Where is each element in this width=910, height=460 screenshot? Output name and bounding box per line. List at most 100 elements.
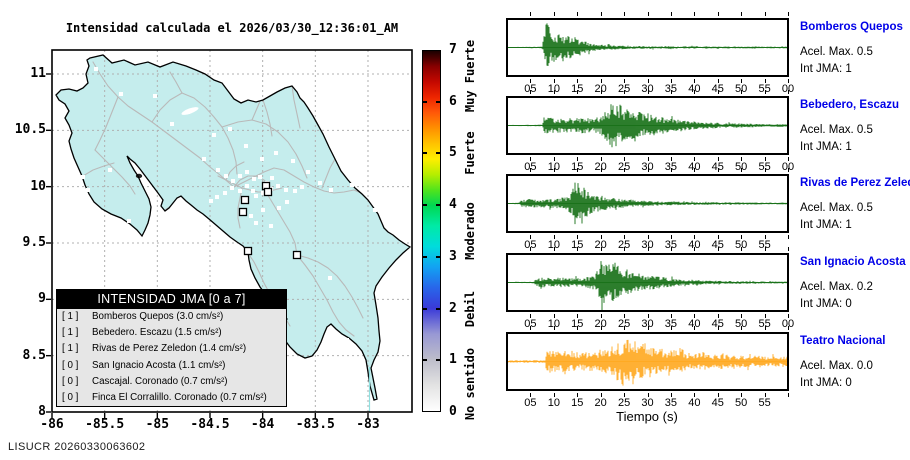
time-tick <box>624 326 626 330</box>
time-tick <box>530 168 532 172</box>
legend-intensity-tag: [ 0 ] <box>62 375 79 387</box>
seismogram-frame <box>506 18 789 77</box>
time-tick <box>647 247 649 251</box>
time-tick <box>553 314 555 318</box>
time-tick <box>553 12 555 16</box>
legend-intensity-tag: [ 0 ] <box>62 391 79 403</box>
time-tick-label: 35 <box>664 83 678 95</box>
colorbar-tick <box>436 255 441 258</box>
legend-header: INTENSIDAD JMA [0 a 7] <box>57 290 286 309</box>
station-marker <box>224 174 228 178</box>
time-tick <box>741 79 743 83</box>
station-marker <box>245 170 249 174</box>
time-tick <box>764 235 766 239</box>
time-tick <box>788 12 789 16</box>
station-marker <box>202 157 206 161</box>
map-y-tick-label: 10 <box>30 178 46 194</box>
time-tick <box>577 247 579 251</box>
station-marker <box>306 170 310 174</box>
time-tick-label: 25 <box>617 397 631 409</box>
time-tick <box>764 12 766 16</box>
time-tick <box>577 393 579 397</box>
station-marker <box>291 159 295 163</box>
seismogram-trace <box>507 339 788 386</box>
time-tick-label: 25 <box>617 239 631 251</box>
time-tick <box>717 168 719 172</box>
time-tick <box>741 326 743 330</box>
time-tick <box>788 314 789 318</box>
map-x-tick-label: -83 <box>356 417 380 432</box>
time-tick <box>624 314 626 318</box>
colorbar-tick <box>422 100 427 103</box>
time-tick-label: 30 <box>641 83 654 95</box>
time-tick-label: 10 <box>547 397 560 409</box>
legend-row: [ 1 ] Bomberos Quepos (3.0 cm/s²) <box>57 309 286 325</box>
station-marker <box>285 200 289 204</box>
map-y-tick-label: 10.5 <box>14 122 46 138</box>
time-tick <box>577 326 579 330</box>
station-marker <box>269 224 273 228</box>
time-tick <box>788 247 789 251</box>
time-tick <box>788 326 789 330</box>
seismogram-station-name: San Ignacio Acosta <box>800 256 906 268</box>
colorbar-number: 5 <box>449 145 457 161</box>
map-x-tick-label: -85.5 <box>85 417 125 432</box>
time-tick <box>694 326 696 330</box>
time-tick-label: 40 <box>688 83 701 95</box>
time-tick <box>600 90 602 94</box>
station-marker <box>209 199 213 203</box>
time-tick-label: 50 <box>735 83 748 95</box>
map-frame <box>51 49 413 413</box>
time-tick <box>530 157 532 161</box>
time-tick <box>788 235 789 239</box>
time-tick <box>624 157 626 161</box>
time-tick <box>530 393 532 397</box>
station-marker <box>350 183 354 187</box>
time-tick-label: 05 <box>524 239 537 251</box>
colorbar-tick <box>422 307 427 310</box>
time-tick-label: 55 <box>758 318 771 330</box>
time-tick <box>553 168 555 172</box>
time-tick <box>788 168 789 172</box>
time-tick <box>624 168 626 172</box>
time-tick <box>694 393 696 397</box>
time-tick-label: 30 <box>641 239 654 251</box>
legend-row: [ 0 ] Finca El Corralillo. Coronado (0.7 … <box>57 390 286 406</box>
time-tick-label: 00 <box>781 161 795 173</box>
time-tick <box>624 393 626 397</box>
seismogram-frame <box>506 96 789 155</box>
time-tick-label: 35 <box>664 397 678 409</box>
time-tick-label: 15 <box>571 161 584 173</box>
time-tick <box>553 326 555 330</box>
map-y-tick-label: 9 <box>38 291 46 307</box>
seismogram-int-jma: Int JMA: 1 <box>800 63 852 75</box>
time-tick-label: 50 <box>735 397 748 409</box>
seismogram-station-name: Teatro Nacional <box>800 335 886 347</box>
station-marker <box>345 338 349 342</box>
time-tick <box>694 314 696 318</box>
seismogram-trace <box>507 182 788 225</box>
seismogram-panel <box>506 96 789 155</box>
time-tick-label: 55 <box>758 239 771 251</box>
seismogram-frame <box>506 253 789 312</box>
seismogram-acel-max: Acel. Max. 0.2 <box>800 281 873 293</box>
time-tick-label: 25 <box>617 161 631 173</box>
station-marker <box>212 133 216 137</box>
station-marker <box>300 185 304 189</box>
station-marker <box>329 188 333 192</box>
time-tick <box>624 247 626 251</box>
time-tick <box>577 168 579 172</box>
colorbar-number: 1 <box>449 352 457 368</box>
time-tick <box>530 90 532 94</box>
time-tick <box>600 393 602 397</box>
time-tick <box>741 168 743 172</box>
time-tick <box>600 247 602 251</box>
time-tick <box>717 157 719 161</box>
station-marker <box>230 186 234 190</box>
time-tick-label: 40 <box>688 161 701 173</box>
time-tick-label: 00 <box>781 83 795 95</box>
time-tick <box>624 12 626 16</box>
time-tick-label: 10 <box>547 318 560 330</box>
seismogram-station-name: Bebedero, Escazu <box>800 99 900 111</box>
